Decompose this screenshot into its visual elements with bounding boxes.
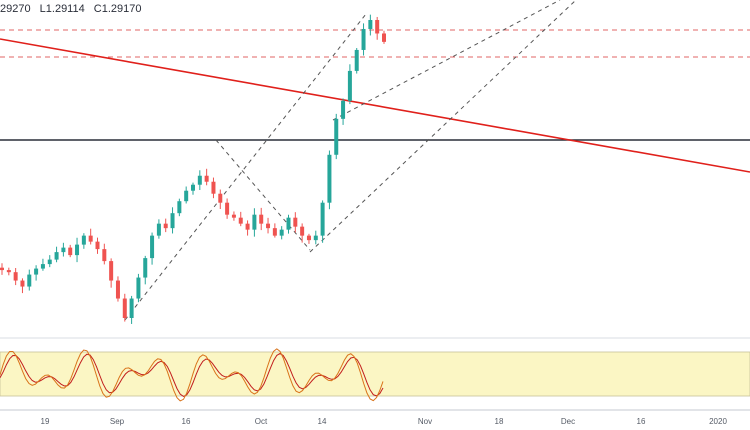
ohlc-low: L1.29114	[39, 3, 85, 15]
candle-body	[368, 20, 373, 29]
descending-trendline[interactable]	[0, 38, 750, 173]
candle-body	[327, 154, 332, 203]
candle-body	[300, 226, 305, 236]
candle-body	[150, 235, 155, 259]
candle-body	[320, 202, 325, 236]
candle-body	[109, 261, 114, 281]
stoch-d-line	[0, 352, 384, 397]
candle-body	[156, 223, 161, 236]
candle-body	[47, 259, 52, 265]
candle-body	[211, 181, 216, 194]
candle-body	[204, 175, 209, 182]
stoch-k-line	[0, 348, 384, 402]
candle-body	[13, 272, 18, 281]
channel-lower-line[interactable]	[309, 0, 577, 253]
candle-body	[231, 214, 236, 218]
candle-body	[102, 249, 107, 262]
x-axis-tick-label: Oct	[255, 417, 268, 426]
candle-body	[95, 241, 100, 250]
x-axis-tick-label: 14	[318, 417, 327, 426]
candle-body	[184, 190, 189, 202]
x-axis-tick-label: 2020	[709, 417, 727, 426]
candle-body	[75, 244, 80, 256]
candle-body	[252, 214, 257, 230]
candle-body	[54, 252, 59, 260]
candle-body	[361, 28, 366, 50]
x-axis-tick-label: 19	[41, 417, 50, 426]
candle-body	[279, 229, 284, 236]
candle-body	[245, 223, 250, 230]
candle-body	[122, 298, 127, 318]
candle-body	[20, 280, 25, 287]
candle-body	[129, 298, 134, 318]
candles	[0, 14, 386, 324]
candle-body	[382, 33, 386, 42]
candle-body	[218, 193, 223, 203]
x-axis-tick-label: 18	[495, 417, 504, 426]
candle-body	[266, 223, 271, 229]
candle-body	[286, 217, 291, 230]
candle-body	[136, 277, 141, 299]
candle-body	[272, 228, 277, 236]
channel-diagonal-left[interactable]	[215, 139, 311, 251]
candle-body	[68, 247, 73, 256]
candle-body	[313, 235, 318, 241]
candle-body	[170, 213, 175, 229]
candle-body	[163, 223, 168, 229]
candle-body	[177, 201, 182, 214]
ohlc-open: 29270	[0, 3, 31, 15]
x-axis-tick-label: 16	[637, 417, 646, 426]
candle-body	[81, 235, 86, 245]
x-axis-tick-label: 16	[182, 417, 191, 426]
candle-body	[0, 267, 4, 271]
candle-body	[354, 49, 359, 71]
candle-body	[6, 270, 11, 273]
candle-body	[191, 184, 195, 191]
ohlc-close: C1.29170	[93, 3, 142, 15]
candle-body	[143, 258, 148, 278]
x-axis-tick-label: Nov	[418, 417, 432, 426]
candle-body	[293, 217, 298, 227]
candle-body	[306, 235, 311, 241]
channel-upper-line[interactable]	[124, 13, 367, 321]
channel-middle-line[interactable]	[332, 0, 561, 121]
candle-body	[27, 274, 32, 287]
candle-body	[61, 247, 66, 253]
x-axis-ticks: 19 Sep 16 Oct 14 Nov 18 Dec 16 2020	[41, 417, 728, 426]
candle-body	[334, 118, 339, 155]
candle-body	[341, 100, 346, 119]
candle-body	[40, 264, 45, 269]
candle-body	[225, 202, 230, 215]
candle-body	[347, 70, 352, 101]
candle-body	[375, 20, 380, 34]
candle-body	[259, 214, 264, 224]
candle-body	[34, 268, 39, 275]
stoch-overbought-band	[0, 351, 750, 397]
ohlc-legend: 29270 L1.29114 C1.29170	[0, 3, 148, 15]
candle-body	[115, 280, 120, 299]
candle-body	[88, 235, 93, 242]
candle-body	[238, 217, 243, 224]
candle-body	[197, 175, 202, 185]
x-axis-tick-label: Dec	[561, 417, 575, 426]
x-axis-tick-label: Sep	[110, 417, 125, 426]
